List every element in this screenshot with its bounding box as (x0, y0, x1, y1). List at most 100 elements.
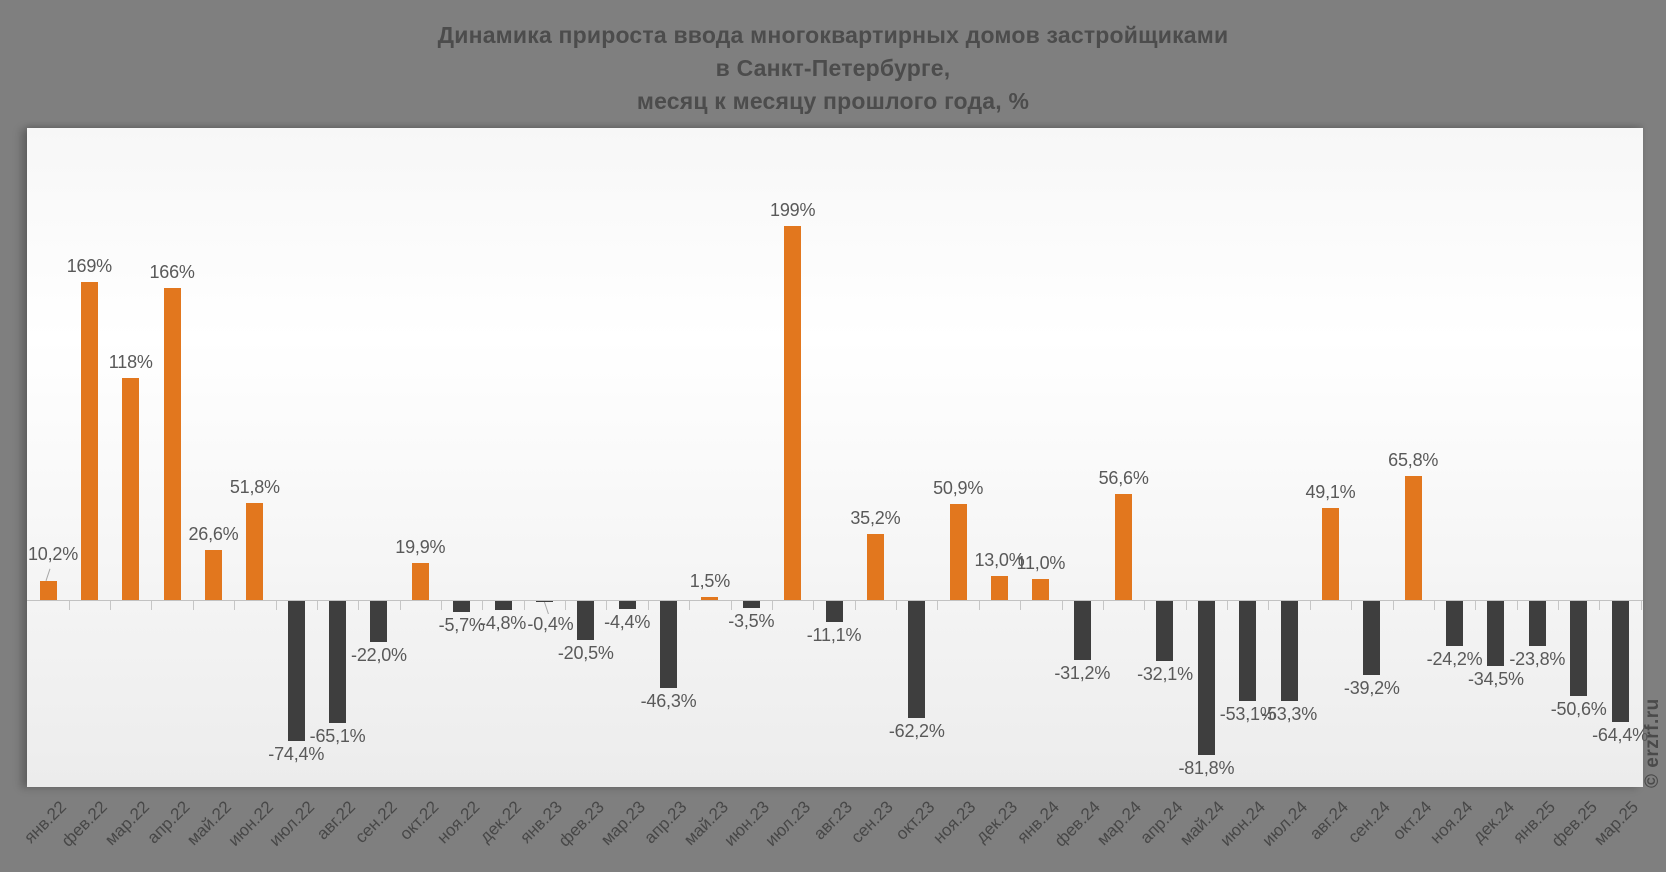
plot-area: 10,2% 169% 118% 166% 26,6% 51,8% -74,4% -65,1% -… (27, 128, 1648, 787)
bar-фев.23 (577, 601, 595, 640)
x-axis-label-фев.22: фев.22 (57, 797, 112, 851)
bar-окт.22 (411, 562, 429, 600)
axis-tick (482, 601, 484, 610)
value-label-янв.25: -23,8% (1509, 648, 1566, 669)
watermark: © erzrf.ru (1642, 698, 1663, 788)
axis-tick (68, 601, 70, 610)
x-axis-line (27, 600, 1643, 601)
axis-tick (1144, 601, 1146, 610)
x-axis-label-сен.24: сен.24 (1344, 797, 1394, 847)
axis-tick (151, 601, 153, 610)
axis-tick (771, 601, 773, 610)
x-axis-label-дек.22: дек.22 (475, 797, 525, 847)
value-label-авг.22: -65,1% (309, 726, 366, 747)
bar-янв.23 (535, 601, 553, 602)
value-label-май.24: -81,8% (1178, 757, 1235, 778)
bar-янв.24 (1032, 579, 1050, 600)
x-axis-label-апр.24: апр.24 (1136, 797, 1187, 848)
value-label-дек.22: -4,8% (480, 613, 527, 634)
axis-tick (275, 601, 277, 610)
axis-tick (523, 601, 525, 610)
value-label-янв.23: -0,4% (527, 614, 574, 634)
axis-tick (1185, 601, 1187, 610)
value-label-июн.24: -53,1% (1219, 703, 1276, 724)
bar-ноя.24 (1446, 601, 1464, 647)
x-axis-label-дек.24: дек.24 (1468, 797, 1518, 847)
value-label-ноя.22: -5,7% (438, 614, 485, 635)
x-axis-label-июн.22: июн.22 (224, 797, 277, 850)
axis-tick (110, 601, 112, 610)
bar-июн.24 (1239, 601, 1257, 701)
axis-tick (316, 601, 318, 610)
axis-tick (1351, 601, 1353, 610)
x-axis-label-мар.25: мар.25 (1590, 797, 1642, 850)
bar-авг.24 (1321, 507, 1339, 600)
value-label-янв.22: 10,2% (28, 543, 79, 564)
value-label-фев.25: -50,6% (1550, 699, 1607, 720)
value-label-мар.24: 56,6% (1098, 467, 1149, 488)
bar-янв.22 (39, 580, 57, 600)
bar-янв.25 (1528, 601, 1546, 646)
value-label-авг.24: 49,1% (1305, 481, 1356, 502)
bar-мар.22 (122, 378, 140, 600)
bar-ноя.23 (949, 504, 967, 600)
value-label-июн.23: -3,5% (728, 610, 775, 631)
value-label-фев.24: -31,2% (1054, 662, 1111, 683)
x-axis-label-май.23: май.23 (679, 797, 732, 850)
bar-дек.22 (494, 601, 512, 611)
value-label-окт.22: 19,9% (395, 536, 446, 557)
value-label-апр.22: 166% (149, 261, 195, 282)
axis-tick (234, 601, 236, 610)
bar-июл.24 (1280, 601, 1298, 702)
bar-дек.23 (991, 575, 1008, 600)
value-label-июл.24: -53,3% (1261, 704, 1318, 725)
bar-апр.23 (660, 601, 678, 689)
axis-tick (1433, 601, 1435, 610)
bar-фев.25 (1570, 601, 1588, 697)
bar-сен.24 (1363, 601, 1381, 675)
axis-tick (1516, 601, 1518, 610)
x-axis-label-авг.23: авг.23 (809, 797, 856, 844)
value-label-ноя.23: 50,9% (933, 478, 984, 499)
axis-tick (896, 601, 898, 610)
axis-tick (441, 601, 442, 610)
value-label-мар.25: -64,4% (1592, 725, 1648, 746)
x-axis-label-мар.22: мар.22 (100, 797, 153, 850)
axis-tick (1640, 601, 1642, 610)
axis-tick (1268, 601, 1270, 610)
bar-июл.22 (287, 601, 305, 741)
axis-tick (854, 601, 856, 610)
value-label-ноя.24: -24,2% (1426, 649, 1483, 670)
value-label-авг.23: -11,1% (806, 624, 862, 645)
x-axis-label-ноя.22: ноя.22 (433, 797, 484, 848)
x-axis-label-апр.23: апр.23 (640, 797, 691, 848)
x-axis-label-дек.23: дек.23 (972, 797, 1022, 847)
axis-tick (730, 601, 732, 610)
axis-tick (813, 601, 815, 610)
x-axis-label-сен.22: сен.22 (351, 797, 401, 847)
value-label-апр.24: -32,1% (1137, 664, 1193, 685)
bar-июн.23 (742, 601, 760, 608)
bar-апр.22 (163, 287, 181, 600)
value-label-сен.22: -22,0% (351, 645, 407, 666)
x-axis-label-авг.22: авг.22 (313, 797, 360, 844)
chart-title-line-2: в Санкт-Петербурге, (715, 55, 951, 81)
value-label-окт.24: 65,8% (1388, 450, 1439, 471)
value-label-мар.23: -4,4% (604, 612, 651, 633)
bar-мар.25 (1611, 601, 1629, 723)
bar-май.24 (1197, 601, 1215, 755)
axis-tick (606, 601, 608, 610)
axis-tick (1227, 601, 1229, 610)
axis-tick (1102, 601, 1104, 610)
value-label-июл.22: -74,4% (268, 743, 325, 764)
x-axis-label-июн.23: июн.23 (720, 797, 774, 850)
value-label-янв.24: 11,0% (1016, 553, 1066, 574)
chart-title-line-3: месяц к месяцу прошлого года, % (636, 88, 1030, 114)
axis-tick (1020, 601, 1022, 610)
bar-июн.22 (246, 502, 264, 600)
chart-title-line-1: Динамика прироста ввода многоквартирных … (437, 22, 1229, 48)
value-label-дек.24: -34,5% (1468, 668, 1524, 689)
value-label-дек.23: 13,0% (974, 549, 1025, 570)
x-axis-label-окт.24: окт.24 (1388, 797, 1435, 844)
